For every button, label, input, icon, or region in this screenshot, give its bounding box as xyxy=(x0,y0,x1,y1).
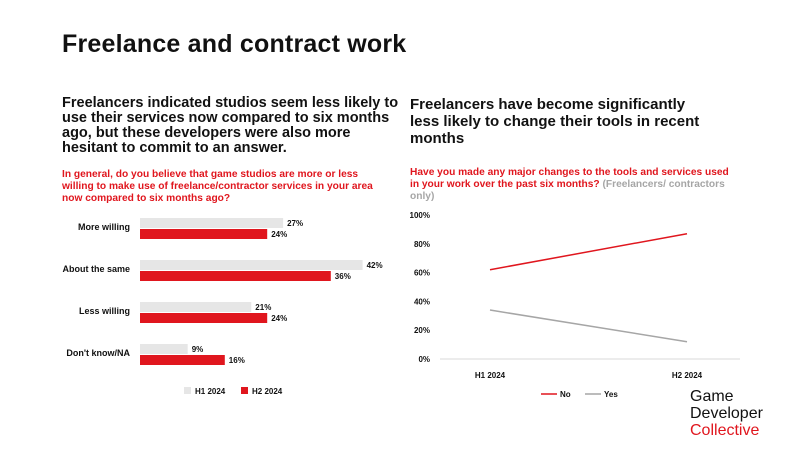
right-heading: Freelancers have become significantly le… xyxy=(410,96,700,147)
left-question: In general, do you believe that game stu… xyxy=(62,169,373,204)
legend-label-h2: H2 2024 xyxy=(252,387,283,396)
bar-h1 xyxy=(140,218,284,228)
bar-data-label: 27% xyxy=(287,219,303,228)
brand-line-developer: Developer xyxy=(690,405,763,422)
bar-h2 xyxy=(140,271,331,281)
line-series-no xyxy=(489,232,688,271)
y-tick-label: 40% xyxy=(414,297,430,306)
y-tick-label: 60% xyxy=(414,269,430,278)
bar-data-label: 24% xyxy=(271,314,287,323)
y-tick-label: 20% xyxy=(414,326,430,335)
legend-swatch-h2 xyxy=(241,387,248,394)
legend-swatch-h1 xyxy=(184,387,191,394)
brand-line-game: Game xyxy=(690,388,734,405)
bar-h2 xyxy=(140,355,225,365)
y-tick-label: 0% xyxy=(418,355,430,364)
bar-category-label: About the same xyxy=(62,264,130,274)
bar-category-label: Less willing xyxy=(79,306,130,316)
bar-data-label: 16% xyxy=(229,356,245,365)
bar-category-label: More willing xyxy=(78,222,130,232)
legend-label-h1: H1 2024 xyxy=(195,387,226,396)
bar-data-label: 21% xyxy=(255,303,271,312)
slide-title: Freelance and contract work xyxy=(62,30,407,58)
bar-data-label: 24% xyxy=(271,230,287,239)
legend-label-yes: Yes xyxy=(604,390,618,399)
line-series-yes xyxy=(489,309,688,343)
left-heading: Freelancers indicated studios seem less … xyxy=(62,95,399,156)
bar-category-label: Don't know/NA xyxy=(66,348,130,358)
y-tick-label: 100% xyxy=(410,211,430,220)
x-tick-label: H1 2024 xyxy=(475,371,506,380)
bar-h1 xyxy=(140,260,363,270)
bar-data-label: 36% xyxy=(335,272,351,281)
brand-logo: Game Developer Collective xyxy=(690,388,763,439)
x-tick-label: H2 2024 xyxy=(672,371,703,380)
bar-chart: More willing 27%24%About the same 42%36%Le… xyxy=(62,218,383,396)
bar-data-label: 42% xyxy=(367,261,383,270)
bar-h1 xyxy=(140,344,188,354)
brand-line-collective: Collective xyxy=(690,422,760,439)
right-question-main: Have you made any major changes to the t… xyxy=(410,167,729,190)
legend-label-no: No xyxy=(560,390,571,399)
bar-data-label: 9% xyxy=(192,345,204,354)
bar-h2 xyxy=(140,229,268,239)
bar-h2 xyxy=(140,313,268,323)
bar-h1 xyxy=(140,302,252,312)
right-question-note: (Freelancers/ contractors only) xyxy=(410,179,725,202)
y-tick-label: 80% xyxy=(414,240,430,249)
right-question: Have you made any major changes to the t… xyxy=(410,167,735,203)
